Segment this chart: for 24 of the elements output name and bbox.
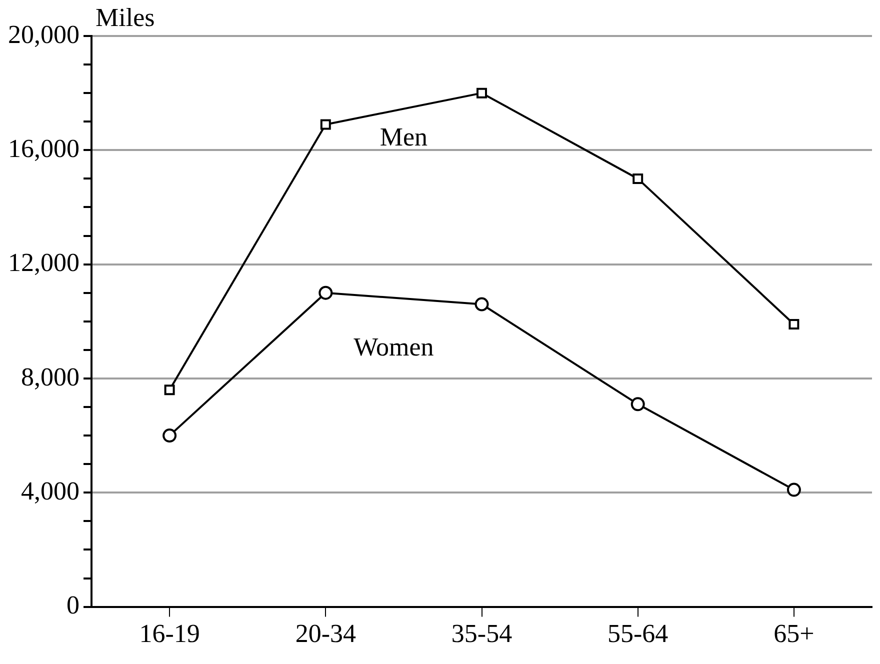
x-tick-label: 16-19 bbox=[139, 619, 200, 648]
series-label: Women bbox=[354, 332, 434, 362]
y-axis-title: Miles bbox=[96, 2, 155, 32]
point bbox=[318, 286, 333, 300]
x-tick-label: 35-54 bbox=[451, 619, 512, 648]
y-tick-label: 20,000 bbox=[8, 20, 80, 49]
point bbox=[630, 397, 645, 412]
point bbox=[476, 88, 487, 98]
y-tick-label: 16,000 bbox=[8, 134, 80, 163]
x-tick-label: 55-64 bbox=[608, 619, 668, 648]
y-tick-label: 12,000 bbox=[8, 248, 80, 278]
point bbox=[162, 428, 177, 443]
x-tick-label: 65+ bbox=[774, 619, 814, 648]
y-tick-label: 0 bbox=[66, 590, 80, 620]
point bbox=[788, 319, 800, 330]
y-tick-label: 8,000 bbox=[21, 362, 80, 392]
point bbox=[474, 297, 489, 312]
text: 4,000 bbox=[21, 476, 80, 506]
point bbox=[632, 173, 644, 184]
point bbox=[320, 119, 331, 130]
point bbox=[164, 384, 175, 396]
x-tick-label: 20-34 bbox=[295, 619, 356, 648]
point bbox=[786, 482, 801, 497]
series-label: Men bbox=[380, 122, 428, 152]
